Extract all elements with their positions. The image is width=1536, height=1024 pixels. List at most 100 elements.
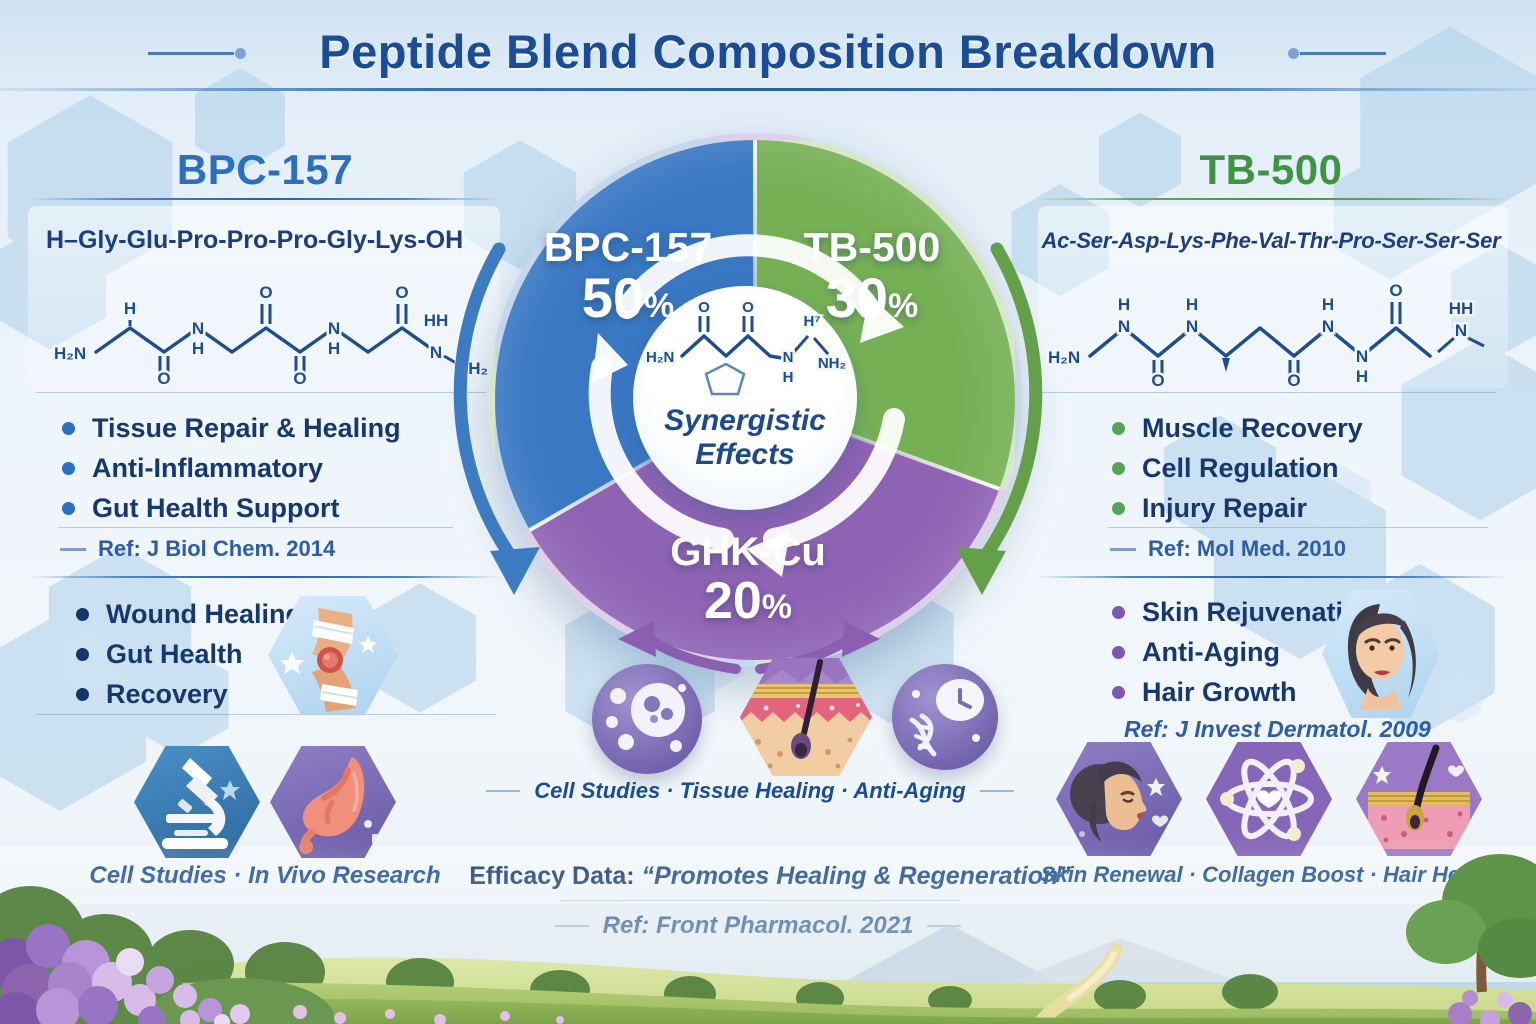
title-flourish-left — [148, 48, 246, 59]
svg-text:N: N — [430, 343, 442, 362]
ref-text: Ref: Front Pharmacol. 2021 — [602, 912, 914, 939]
svg-text:N: N — [1118, 317, 1130, 336]
collagen-molecule-icon — [1206, 742, 1332, 856]
bullet-dot — [1112, 645, 1125, 659]
bullet-dot — [1112, 501, 1125, 515]
bpc157-research-caption: Cell Studies · In Vivo Research — [89, 862, 441, 889]
ref-dash — [60, 547, 86, 551]
synergy-structure-diagram: H₂N O O N H H⁷ NH₂ — [644, 298, 848, 396]
bullet-dot — [62, 501, 75, 515]
bullet-dot — [76, 647, 89, 661]
tissue-healing-icon — [740, 658, 872, 776]
ref-text: Ref: Mol Med. 2010 — [1148, 536, 1347, 561]
list-item: Hair Growth — [1112, 672, 1376, 712]
skin-renewal-icon — [1056, 742, 1182, 856]
left-divider-1 — [36, 392, 486, 393]
list-item: Anti-Aging — [1112, 632, 1376, 672]
ref-dash — [1110, 547, 1136, 551]
list-item: Muscle Recovery — [1112, 408, 1363, 448]
svg-text:O: O — [1151, 371, 1164, 386]
caption-dash — [927, 925, 962, 927]
bandaged-wound-icon — [268, 596, 398, 714]
svg-text:O: O — [1287, 371, 1300, 386]
svg-text:H: H — [192, 339, 204, 358]
benefit-label: Hair Growth — [1142, 676, 1297, 707]
stomach-icon — [270, 746, 396, 858]
synergy-line1: Synergistic — [664, 404, 826, 437]
efficacy-reference: Ref: Front Pharmacol. 2021 — [554, 912, 962, 940]
cycle-arrows — [453, 234, 1043, 674]
benefit-label: Recovery — [106, 678, 228, 709]
left-flower-bush — [0, 924, 250, 1024]
caption-dash — [554, 925, 589, 927]
tb500-sequence: Ac-Ser-Asp-Lys-Phe-Val-Thr-Pro-Ser-Ser-S… — [1041, 228, 1501, 253]
svg-text:N: N — [1186, 317, 1198, 336]
bpc157-reference: Ref: J Biol Chem. 2014 — [60, 536, 335, 562]
svg-text:N: N — [192, 319, 204, 338]
bpc157-healing-list: Wound Healing Gut Health Recovery — [76, 594, 302, 714]
right-divider-1 — [1036, 392, 1496, 393]
hair-follicle-icon — [1356, 742, 1482, 856]
svg-text:H: H — [1186, 295, 1198, 314]
list-item: Gut Health — [76, 634, 302, 674]
benefit-label: Anti-Inflammatory — [92, 452, 324, 483]
svg-text:O: O — [395, 283, 408, 302]
center-tags-caption: Cell Studies · Tissue Healing · Anti-Agi… — [486, 778, 1014, 804]
benefit-label: Tissue Repair & Healing — [92, 412, 401, 443]
list-item: Anti-Inflammatory — [62, 448, 401, 488]
slice-value: 20 — [703, 571, 762, 630]
svg-text:N: N — [1322, 317, 1334, 336]
svg-text:N: N — [783, 349, 794, 366]
bullet-dot — [62, 421, 75, 435]
bpc157-benefits-list: Tissue Repair & Healing Anti-Inflammator… — [62, 408, 401, 528]
right-corner-flowers — [1448, 990, 1532, 1024]
bpc157-sequence: H–Gly-Glu-Pro-Pro-Pro-Gly-Lys-OH — [46, 226, 464, 254]
svg-text:H: H — [328, 339, 340, 358]
ghkcu-reference: Ref: J Invest Dermatol. 2009 — [1124, 716, 1431, 743]
meadow-flowers — [293, 1005, 564, 1024]
benefit-label: Anti-Aging — [1142, 636, 1280, 667]
title-flourish-right — [1288, 48, 1386, 59]
benefit-label: Injury Repair — [1142, 492, 1308, 523]
bullet-dot — [1112, 605, 1125, 619]
svg-text:H: H — [1322, 295, 1334, 314]
synergy-line2: Effects — [695, 437, 795, 471]
bpc157-heading: BPC-157 — [176, 146, 354, 193]
efficacy-statement: Efficacy Data: “Promotes Healing & Regen… — [440, 862, 1100, 891]
svg-text:O: O — [157, 369, 170, 386]
cell-studies-icon — [592, 664, 702, 774]
svg-text:O: O — [1389, 281, 1402, 300]
benefit-label: Cell Regulation — [1142, 452, 1339, 483]
svg-text:H: H — [783, 369, 794, 386]
bpc157-structure-diagram: H₂N H N H O O O N H O HH N NH₂ — [52, 281, 490, 387]
bullet-dot — [1112, 461, 1125, 475]
list-item: Cell Regulation — [1112, 448, 1363, 488]
left-divider-3 — [36, 714, 496, 715]
svg-text:O: O — [293, 369, 306, 386]
svg-text:HH: HH — [1449, 299, 1474, 318]
efficacy-label: Efficacy Data: — [469, 862, 635, 890]
right-ref-rule — [1108, 527, 1488, 528]
svg-text:H: H — [1118, 295, 1130, 314]
efficacy-rule — [560, 900, 960, 901]
ref-text: Ref: J Biol Chem. 2014 — [98, 536, 336, 561]
bullet-dot — [62, 461, 75, 475]
percent-sign: % — [761, 587, 793, 626]
svg-text:H⁷: H⁷ — [803, 313, 820, 330]
anti-aging-icon — [892, 664, 998, 770]
benefit-label: Gut Health Support — [92, 492, 340, 523]
list-item: Gut Health Support — [62, 488, 401, 528]
tb500-benefits-list: Muscle Recovery Cell Regulation Injury R… — [1112, 408, 1363, 528]
caption-dash — [979, 790, 1014, 792]
title-divider — [0, 88, 1536, 91]
caption-dash — [486, 790, 521, 792]
bullet-dot — [1112, 421, 1125, 435]
slice-separator — [753, 140, 757, 400]
tb500-structure-diagram: H₂N N H O N H O N H N H O N HH — [1046, 279, 1485, 386]
svg-text:H: H — [1356, 367, 1368, 386]
svg-text:O: O — [698, 299, 710, 316]
tb500-heading-rule — [1036, 198, 1506, 200]
list-item: Wound Healing — [76, 594, 302, 634]
benefit-label: Muscle Recovery — [1142, 412, 1363, 443]
